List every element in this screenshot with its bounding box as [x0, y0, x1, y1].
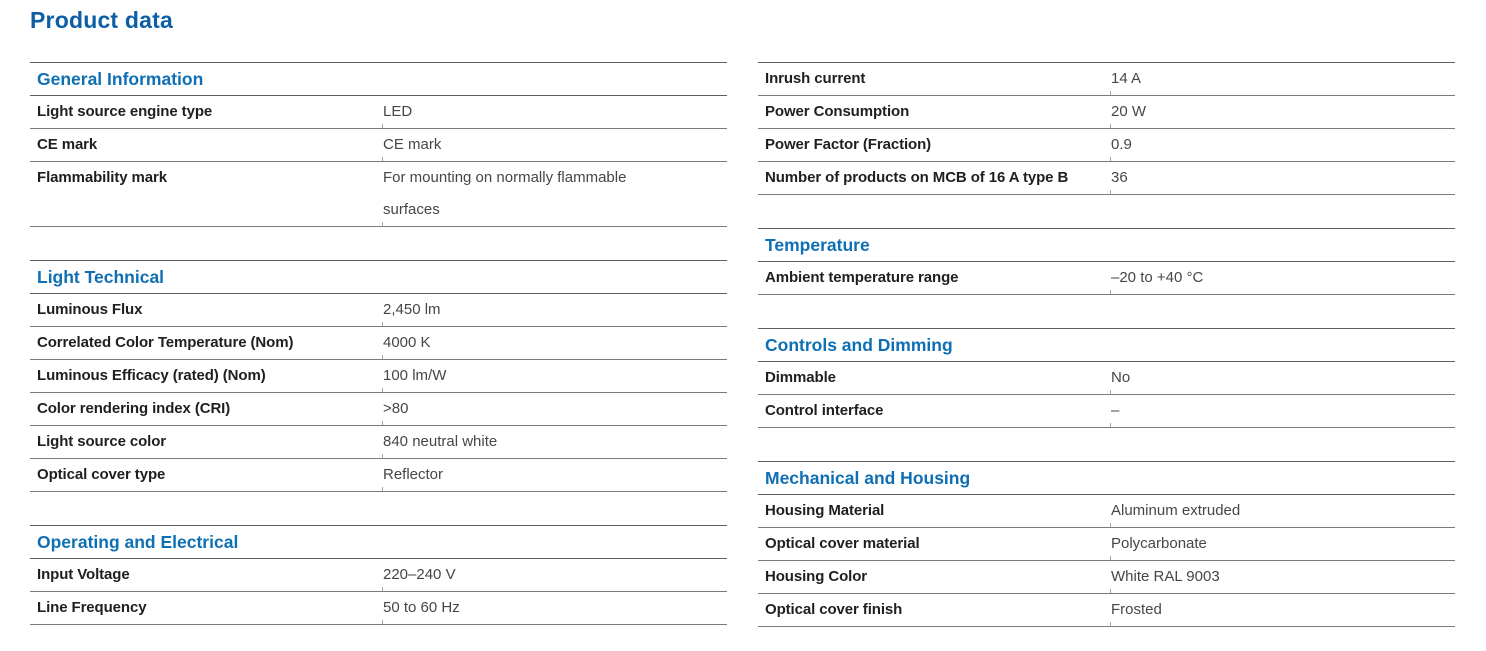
spec-label: Control interface — [765, 402, 884, 419]
spec-value: 36 — [1111, 169, 1128, 186]
spec-label: Housing Material — [765, 502, 885, 519]
spec-value: White RAL 9003 — [1111, 568, 1220, 585]
spec-value: 2,450 lm — [383, 301, 441, 318]
spec-label: Color rendering index (CRI) — [37, 400, 231, 417]
spec-value: –20 to +40 °C — [1111, 269, 1204, 286]
spec-rows: Input Voltage 220–240 V Line Frequency 5… — [30, 559, 727, 625]
spec-row: Input Voltage 220–240 V — [30, 559, 727, 592]
spec-section: Light Technical Luminous Flux 2,450 lm C… — [30, 260, 727, 492]
spec-value: >80 — [383, 400, 409, 417]
spec-value: 14 A — [1111, 70, 1142, 87]
spec-label: Correlated Color Temperature (Nom) — [37, 334, 294, 351]
spec-rows: Inrush current 14 A Power Consumption 20… — [758, 63, 1455, 195]
spec-row: Luminous Flux 2,450 lm — [30, 294, 727, 327]
spec-row: Housing Color White RAL 9003 — [758, 561, 1455, 594]
section-heading: Light Technical — [30, 261, 727, 294]
spec-value: CE mark — [383, 136, 442, 153]
spec-label: Optical cover type — [37, 466, 166, 483]
spec-row: CE mark CE mark — [30, 129, 727, 162]
spec-label: Light source engine type — [37, 103, 213, 120]
spec-row: Optical cover finish Frosted — [758, 594, 1455, 627]
spec-label: Dimmable — [765, 369, 836, 386]
spec-label: Inrush current — [765, 70, 866, 87]
spec-value: 4000 K — [383, 334, 431, 351]
spec-row: Light source engine type LED — [30, 96, 727, 129]
spec-label: Ambient temperature range — [765, 269, 959, 286]
spec-label: Number of products on MCB of 16 A type B — [765, 169, 1069, 186]
spec-value: 20 W — [1111, 103, 1147, 120]
spec-label: Power Factor (Fraction) — [765, 136, 932, 153]
spec-row: Color rendering index (CRI) >80 — [30, 393, 727, 426]
spec-row: Flammability mark For mounting on normal… — [30, 162, 727, 227]
spec-label: Optical cover finish — [765, 601, 903, 618]
spec-row: Optical cover type Reflector — [30, 459, 727, 492]
spec-label: Power Consumption — [765, 103, 910, 120]
section-heading: Temperature — [758, 229, 1455, 262]
spec-value: Aluminum extruded — [1111, 502, 1241, 519]
spec-label: CE mark — [37, 136, 98, 153]
spec-value: 840 neutral white — [383, 433, 498, 450]
spec-rows: Housing Material Aluminum extruded Optic… — [758, 495, 1455, 627]
spec-label: Housing Color — [765, 568, 868, 585]
spec-row: Inrush current 14 A — [758, 63, 1455, 96]
page-title: Product data — [30, 7, 173, 33]
spec-label: Optical cover material — [765, 535, 920, 552]
spec-rows: Dimmable No Control interface – — [758, 362, 1455, 428]
spec-section: Temperature Ambient temperature range –2… — [758, 228, 1455, 295]
spec-label: Luminous Flux — [37, 301, 143, 318]
section-heading: Controls and Dimming — [758, 329, 1455, 362]
spec-section: Controls and Dimming Dimmable No Control… — [758, 328, 1455, 428]
spec-value: 50 to 60 Hz — [383, 599, 460, 616]
spec-label: Input Voltage — [37, 566, 130, 583]
spec-row: Dimmable No — [758, 362, 1455, 395]
spec-value: 100 lm/W — [383, 367, 447, 384]
spec-row: Control interface – — [758, 395, 1455, 428]
spec-label: Luminous Efficacy (rated) (Nom) — [37, 367, 266, 384]
right-column: Inrush current 14 A Power Consumption 20… — [758, 62, 1455, 651]
spec-value: Polycarbonate — [1111, 535, 1207, 552]
spec-section: Operating and Electrical Input Voltage 2… — [30, 525, 727, 625]
spec-label: Light source color — [37, 433, 167, 450]
spec-value: 220–240 V — [383, 566, 456, 583]
left-column: General Information Light source engine … — [30, 62, 727, 651]
spec-section: General Information Light source engine … — [30, 62, 727, 227]
spec-rows: Ambient temperature range –20 to +40 °C — [758, 262, 1455, 295]
spec-columns: General Information Light source engine … — [30, 62, 1486, 651]
spec-rows: Luminous Flux 2,450 lm Correlated Color … — [30, 294, 727, 492]
spec-value: LED — [383, 103, 413, 120]
spec-value: No — [1111, 369, 1131, 386]
spec-value: – — [1111, 402, 1120, 419]
spec-row: Power Consumption 20 W — [758, 96, 1455, 129]
spec-row: Number of products on MCB of 16 A type B… — [758, 162, 1455, 195]
spec-value: Frosted — [1111, 601, 1162, 618]
spec-value: Reflector — [383, 466, 444, 483]
spec-row: Housing Material Aluminum extruded — [758, 495, 1455, 528]
section-heading: General Information — [30, 63, 727, 96]
spec-row: Ambient temperature range –20 to +40 °C — [758, 262, 1455, 295]
section-heading: Mechanical and Housing — [758, 462, 1455, 495]
spec-label: Line Frequency — [37, 599, 147, 616]
spec-row: Correlated Color Temperature (Nom) 4000 … — [30, 327, 727, 360]
spec-section: Inrush current 14 A Power Consumption 20… — [758, 62, 1455, 195]
spec-row: Line Frequency 50 to 60 Hz — [30, 592, 727, 625]
spec-rows: Light source engine type LED CE mark CE … — [30, 96, 727, 227]
spec-row: Power Factor (Fraction) 0.9 — [758, 129, 1455, 162]
spec-value: For mounting on normally flammable surfa… — [383, 169, 627, 218]
spec-row: Light source color 840 neutral white — [30, 426, 727, 459]
section-heading: Operating and Electrical — [30, 526, 727, 559]
spec-value: 0.9 — [1111, 136, 1132, 153]
spec-row: Optical cover material Polycarbonate — [758, 528, 1455, 561]
spec-label: Flammability mark — [37, 169, 168, 186]
spec-section: Mechanical and Housing Housing Material … — [758, 461, 1455, 627]
spec-row: Luminous Efficacy (rated) (Nom) 100 lm/W — [30, 360, 727, 393]
